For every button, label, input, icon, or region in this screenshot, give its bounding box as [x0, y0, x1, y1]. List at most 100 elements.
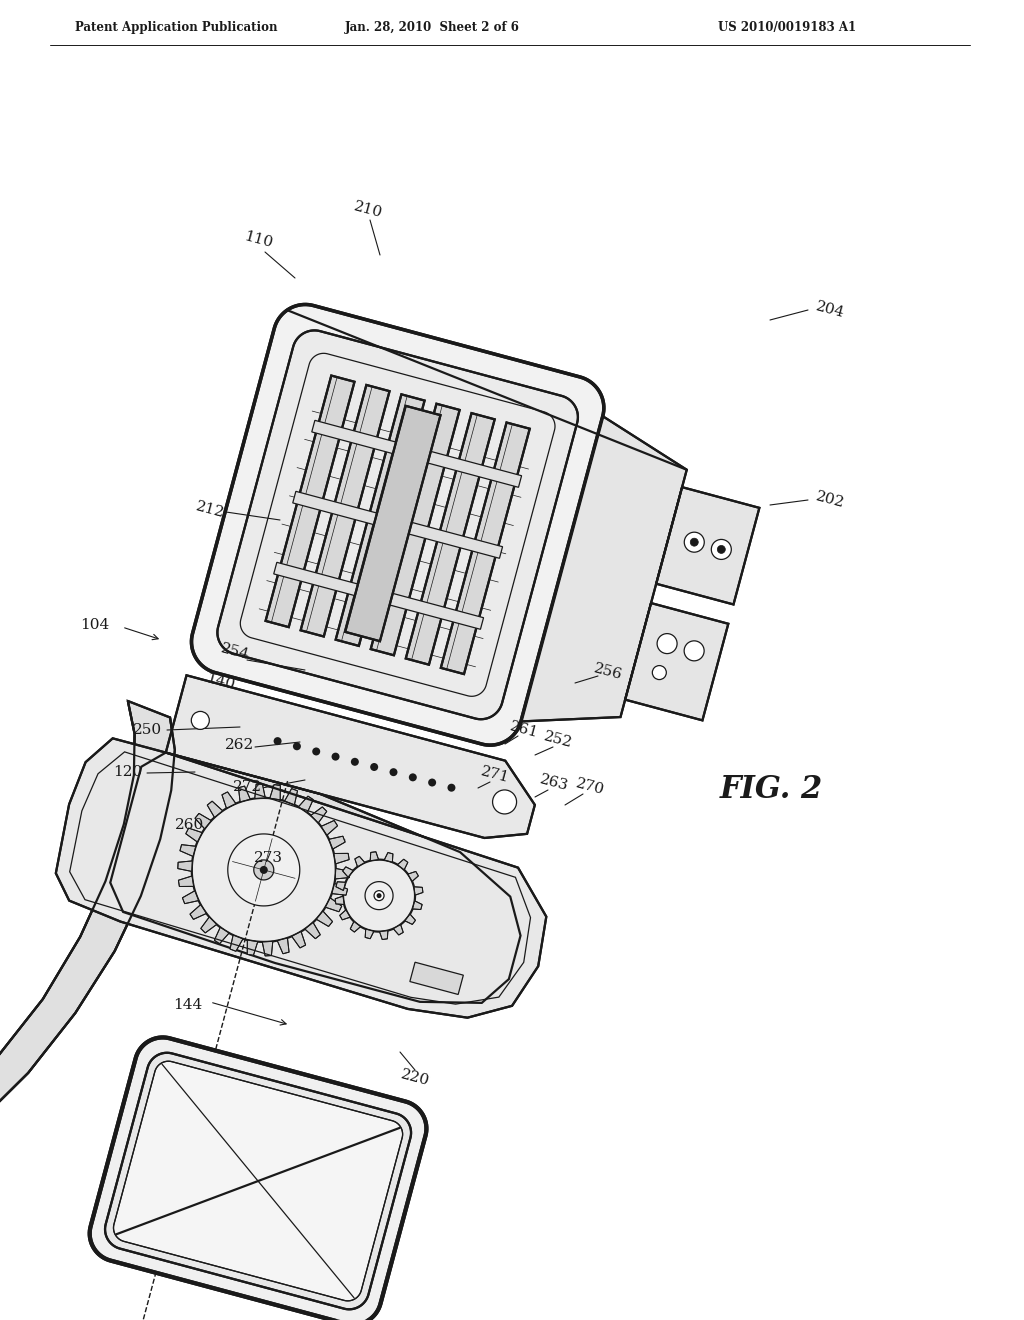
Polygon shape	[335, 896, 344, 904]
Text: 262: 262	[225, 738, 255, 752]
Polygon shape	[217, 330, 578, 719]
Polygon shape	[440, 422, 529, 675]
Text: 272: 272	[233, 780, 262, 795]
Text: 271: 271	[479, 764, 511, 785]
Text: Jan. 28, 2010  Sheet 2 of 6: Jan. 28, 2010 Sheet 2 of 6	[344, 21, 519, 34]
Polygon shape	[298, 796, 313, 813]
Polygon shape	[262, 941, 272, 956]
Polygon shape	[201, 917, 217, 933]
Polygon shape	[332, 883, 347, 895]
Polygon shape	[350, 921, 360, 932]
Text: 104: 104	[80, 618, 110, 632]
Polygon shape	[322, 821, 338, 836]
Text: 110: 110	[242, 230, 274, 251]
Polygon shape	[269, 784, 281, 800]
Polygon shape	[404, 913, 416, 924]
Polygon shape	[178, 876, 194, 887]
Polygon shape	[278, 939, 289, 954]
Polygon shape	[384, 853, 393, 862]
Text: 220: 220	[399, 1068, 431, 1089]
Circle shape	[447, 784, 456, 792]
Polygon shape	[90, 1038, 426, 1320]
Circle shape	[178, 784, 350, 956]
Text: 120: 120	[114, 766, 142, 779]
Polygon shape	[408, 871, 419, 882]
Circle shape	[191, 711, 209, 730]
Text: 210: 210	[352, 199, 384, 220]
Polygon shape	[111, 752, 520, 1003]
Polygon shape	[365, 882, 393, 909]
Polygon shape	[0, 701, 175, 1199]
Circle shape	[293, 742, 301, 750]
Polygon shape	[410, 962, 463, 994]
Polygon shape	[345, 405, 440, 642]
Polygon shape	[190, 904, 207, 919]
Circle shape	[428, 779, 436, 787]
Circle shape	[371, 763, 378, 771]
Polygon shape	[305, 923, 321, 939]
Polygon shape	[406, 413, 495, 665]
Text: 270: 270	[574, 776, 606, 797]
Text: 212: 212	[195, 499, 226, 520]
Polygon shape	[178, 861, 193, 871]
Polygon shape	[311, 420, 521, 487]
Polygon shape	[371, 404, 460, 655]
Polygon shape	[371, 851, 379, 861]
Polygon shape	[326, 898, 342, 912]
Polygon shape	[191, 797, 336, 942]
Polygon shape	[207, 801, 222, 817]
Polygon shape	[336, 395, 425, 645]
Polygon shape	[105, 1053, 411, 1309]
Polygon shape	[334, 853, 349, 863]
Circle shape	[260, 866, 267, 874]
Text: 202: 202	[814, 490, 846, 511]
Polygon shape	[316, 911, 333, 927]
Text: 273: 273	[254, 851, 283, 865]
Polygon shape	[214, 927, 229, 944]
Text: 263: 263	[539, 772, 570, 793]
Polygon shape	[413, 900, 422, 909]
Circle shape	[273, 737, 282, 744]
Circle shape	[684, 640, 705, 661]
Polygon shape	[380, 931, 388, 940]
Polygon shape	[626, 603, 728, 721]
Polygon shape	[227, 834, 300, 906]
Circle shape	[409, 774, 417, 781]
Polygon shape	[343, 859, 415, 932]
Text: 254: 254	[219, 642, 251, 663]
Text: 256: 256	[592, 661, 624, 682]
Polygon shape	[366, 929, 374, 939]
Polygon shape	[311, 807, 327, 822]
Text: FIG. 2: FIG. 2	[720, 775, 823, 805]
Circle shape	[657, 634, 677, 653]
Polygon shape	[285, 788, 298, 805]
Polygon shape	[222, 792, 236, 808]
Polygon shape	[56, 738, 547, 1018]
Text: 252: 252	[542, 730, 573, 751]
Polygon shape	[397, 859, 408, 870]
Circle shape	[335, 851, 423, 940]
Polygon shape	[180, 845, 196, 857]
Text: Patent Application Publication: Patent Application Publication	[75, 21, 278, 34]
Circle shape	[374, 891, 384, 900]
Circle shape	[312, 747, 321, 755]
Polygon shape	[329, 836, 345, 849]
Polygon shape	[393, 924, 403, 935]
Polygon shape	[293, 491, 503, 558]
Polygon shape	[414, 887, 423, 895]
Polygon shape	[355, 857, 365, 867]
Polygon shape	[166, 676, 535, 838]
Polygon shape	[195, 813, 211, 829]
Polygon shape	[247, 940, 258, 956]
Polygon shape	[273, 562, 483, 630]
Circle shape	[493, 789, 516, 814]
Polygon shape	[254, 859, 273, 880]
Polygon shape	[114, 1061, 402, 1300]
Circle shape	[351, 758, 358, 766]
Polygon shape	[182, 891, 199, 904]
Circle shape	[332, 752, 340, 760]
Circle shape	[377, 894, 382, 898]
Text: 250: 250	[133, 723, 163, 737]
Text: 140: 140	[204, 672, 236, 693]
Polygon shape	[255, 784, 265, 799]
